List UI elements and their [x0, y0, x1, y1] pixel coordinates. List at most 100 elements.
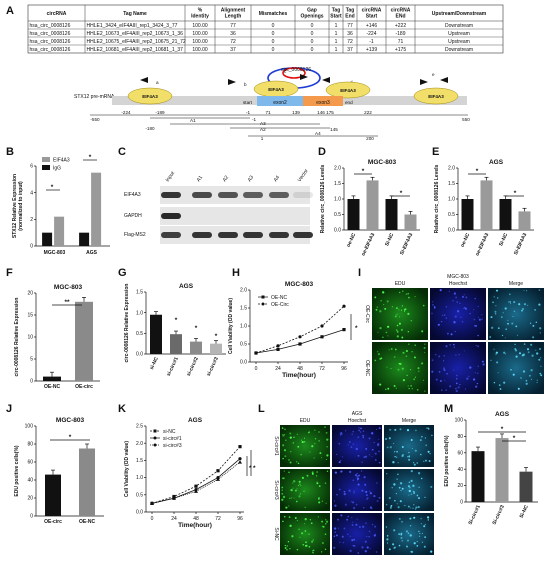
- cell-dot: [398, 533, 400, 535]
- x-tick-label: oe-EIF4A3: [475, 232, 491, 257]
- cell-dot: [407, 455, 409, 458]
- cell-dot: [454, 330, 457, 333]
- data-point: [150, 501, 154, 505]
- cell-dot: [401, 446, 404, 448]
- cell-dot: [408, 489, 411, 493]
- cell-dot: [504, 337, 506, 339]
- cell-dot: [314, 429, 316, 431]
- table-header-cell: circRNA ENd: [391, 8, 411, 20]
- gel-band: [161, 213, 181, 219]
- cell-dot: [414, 449, 417, 452]
- amp-coord: 1: [261, 136, 264, 141]
- x-tick-label: si-circ#2: [186, 356, 200, 377]
- cell-dot: [396, 503, 398, 505]
- legend-label: si-circ#1: [163, 436, 182, 442]
- cell-dot: [417, 497, 421, 500]
- bar: [45, 474, 61, 516]
- gel-band: [243, 192, 263, 198]
- cell-dot: [284, 547, 287, 549]
- y-tick-label: 15: [27, 313, 33, 319]
- cell-dot: [459, 302, 461, 305]
- cell-dot: [423, 346, 426, 350]
- cell-dot: [449, 344, 451, 346]
- cell-dot: [517, 387, 520, 390]
- micrograph: [488, 288, 544, 340]
- cell-dot: [319, 452, 322, 455]
- cell-dot: [425, 444, 428, 447]
- cell-dot: [527, 304, 529, 306]
- gel-strip: [160, 207, 310, 225]
- cell-dot: [419, 439, 422, 442]
- cell-dot: [518, 303, 521, 306]
- cell-dot: [523, 289, 525, 291]
- cell-dot: [388, 548, 391, 551]
- cell-dot: [407, 505, 410, 508]
- chart-title: MGC-803: [285, 281, 314, 288]
- cell-dot: [300, 485, 302, 487]
- table-header-cell: circRNA: [47, 11, 67, 17]
- cell-dot: [326, 445, 328, 448]
- cell-dot: [409, 525, 412, 527]
- cell-dot: [393, 356, 396, 358]
- cell-dot: [321, 551, 323, 553]
- amp-coord: 145: [330, 127, 338, 132]
- x-tick-label: Si-NC: [498, 232, 509, 247]
- cell-dot: [308, 546, 311, 548]
- cell-dot: [334, 504, 337, 507]
- data-point: [238, 445, 242, 449]
- y-tick-label: 0.0: [136, 352, 143, 358]
- cell-dot: [321, 520, 324, 523]
- cell-dot: [322, 542, 324, 544]
- cell-dot: [446, 332, 449, 335]
- cell-dot: [352, 506, 356, 510]
- y-tick-label: 1.5: [240, 306, 247, 312]
- micrograph: [430, 288, 486, 340]
- cell-dot: [338, 461, 341, 464]
- cell-dot: [311, 540, 314, 543]
- cell-dot: [438, 371, 441, 373]
- micrograph: [430, 342, 486, 394]
- cell-dot: [314, 437, 317, 440]
- table-cell: 100.00: [192, 31, 208, 37]
- cell-dot: [452, 343, 455, 346]
- cell-dot: [457, 386, 460, 389]
- cell-dot: [371, 432, 374, 435]
- bar: [210, 343, 222, 354]
- cell-dot: [289, 524, 292, 527]
- image-col-label: Merge: [402, 418, 416, 424]
- cell-dot: [294, 517, 297, 519]
- cell-dot: [303, 441, 306, 443]
- x-tick-label: Si-circ#1: [468, 504, 482, 526]
- cell-dot: [348, 441, 351, 443]
- cell-dot: [318, 440, 320, 442]
- cell-dot: [384, 307, 387, 310]
- table-cell: -189: [395, 31, 405, 37]
- start-label: start: [243, 100, 253, 105]
- amp-coord: 200: [366, 136, 374, 141]
- y-tick-label: 2.0: [136, 441, 143, 447]
- y-tick-label: 10: [27, 335, 33, 341]
- cell-dot: [413, 378, 416, 381]
- legend-marker: [261, 295, 265, 299]
- cell-dot: [389, 506, 392, 509]
- cell-dot: [432, 303, 434, 306]
- legend-swatch: [42, 157, 50, 162]
- series-line: [151, 458, 241, 504]
- cell-dot: [410, 550, 413, 553]
- cell-dot: [288, 459, 290, 461]
- cell-dot: [340, 514, 343, 517]
- cell-dot: [525, 379, 528, 382]
- cell-dot: [401, 487, 404, 490]
- x-tick-label: 24: [275, 366, 281, 372]
- cell-dot: [532, 324, 535, 327]
- cell-dot: [476, 382, 479, 385]
- cell-dot: [361, 461, 363, 463]
- x-tick-label: 48: [297, 366, 303, 372]
- cell-dot: [386, 473, 388, 475]
- table-header-cell: Gap Openings: [300, 8, 323, 20]
- cell-dot: [417, 367, 420, 370]
- cell-dot: [406, 374, 408, 377]
- table-cell: 77: [347, 23, 353, 29]
- cell-dot: [540, 357, 542, 359]
- cell-dot: [424, 343, 426, 345]
